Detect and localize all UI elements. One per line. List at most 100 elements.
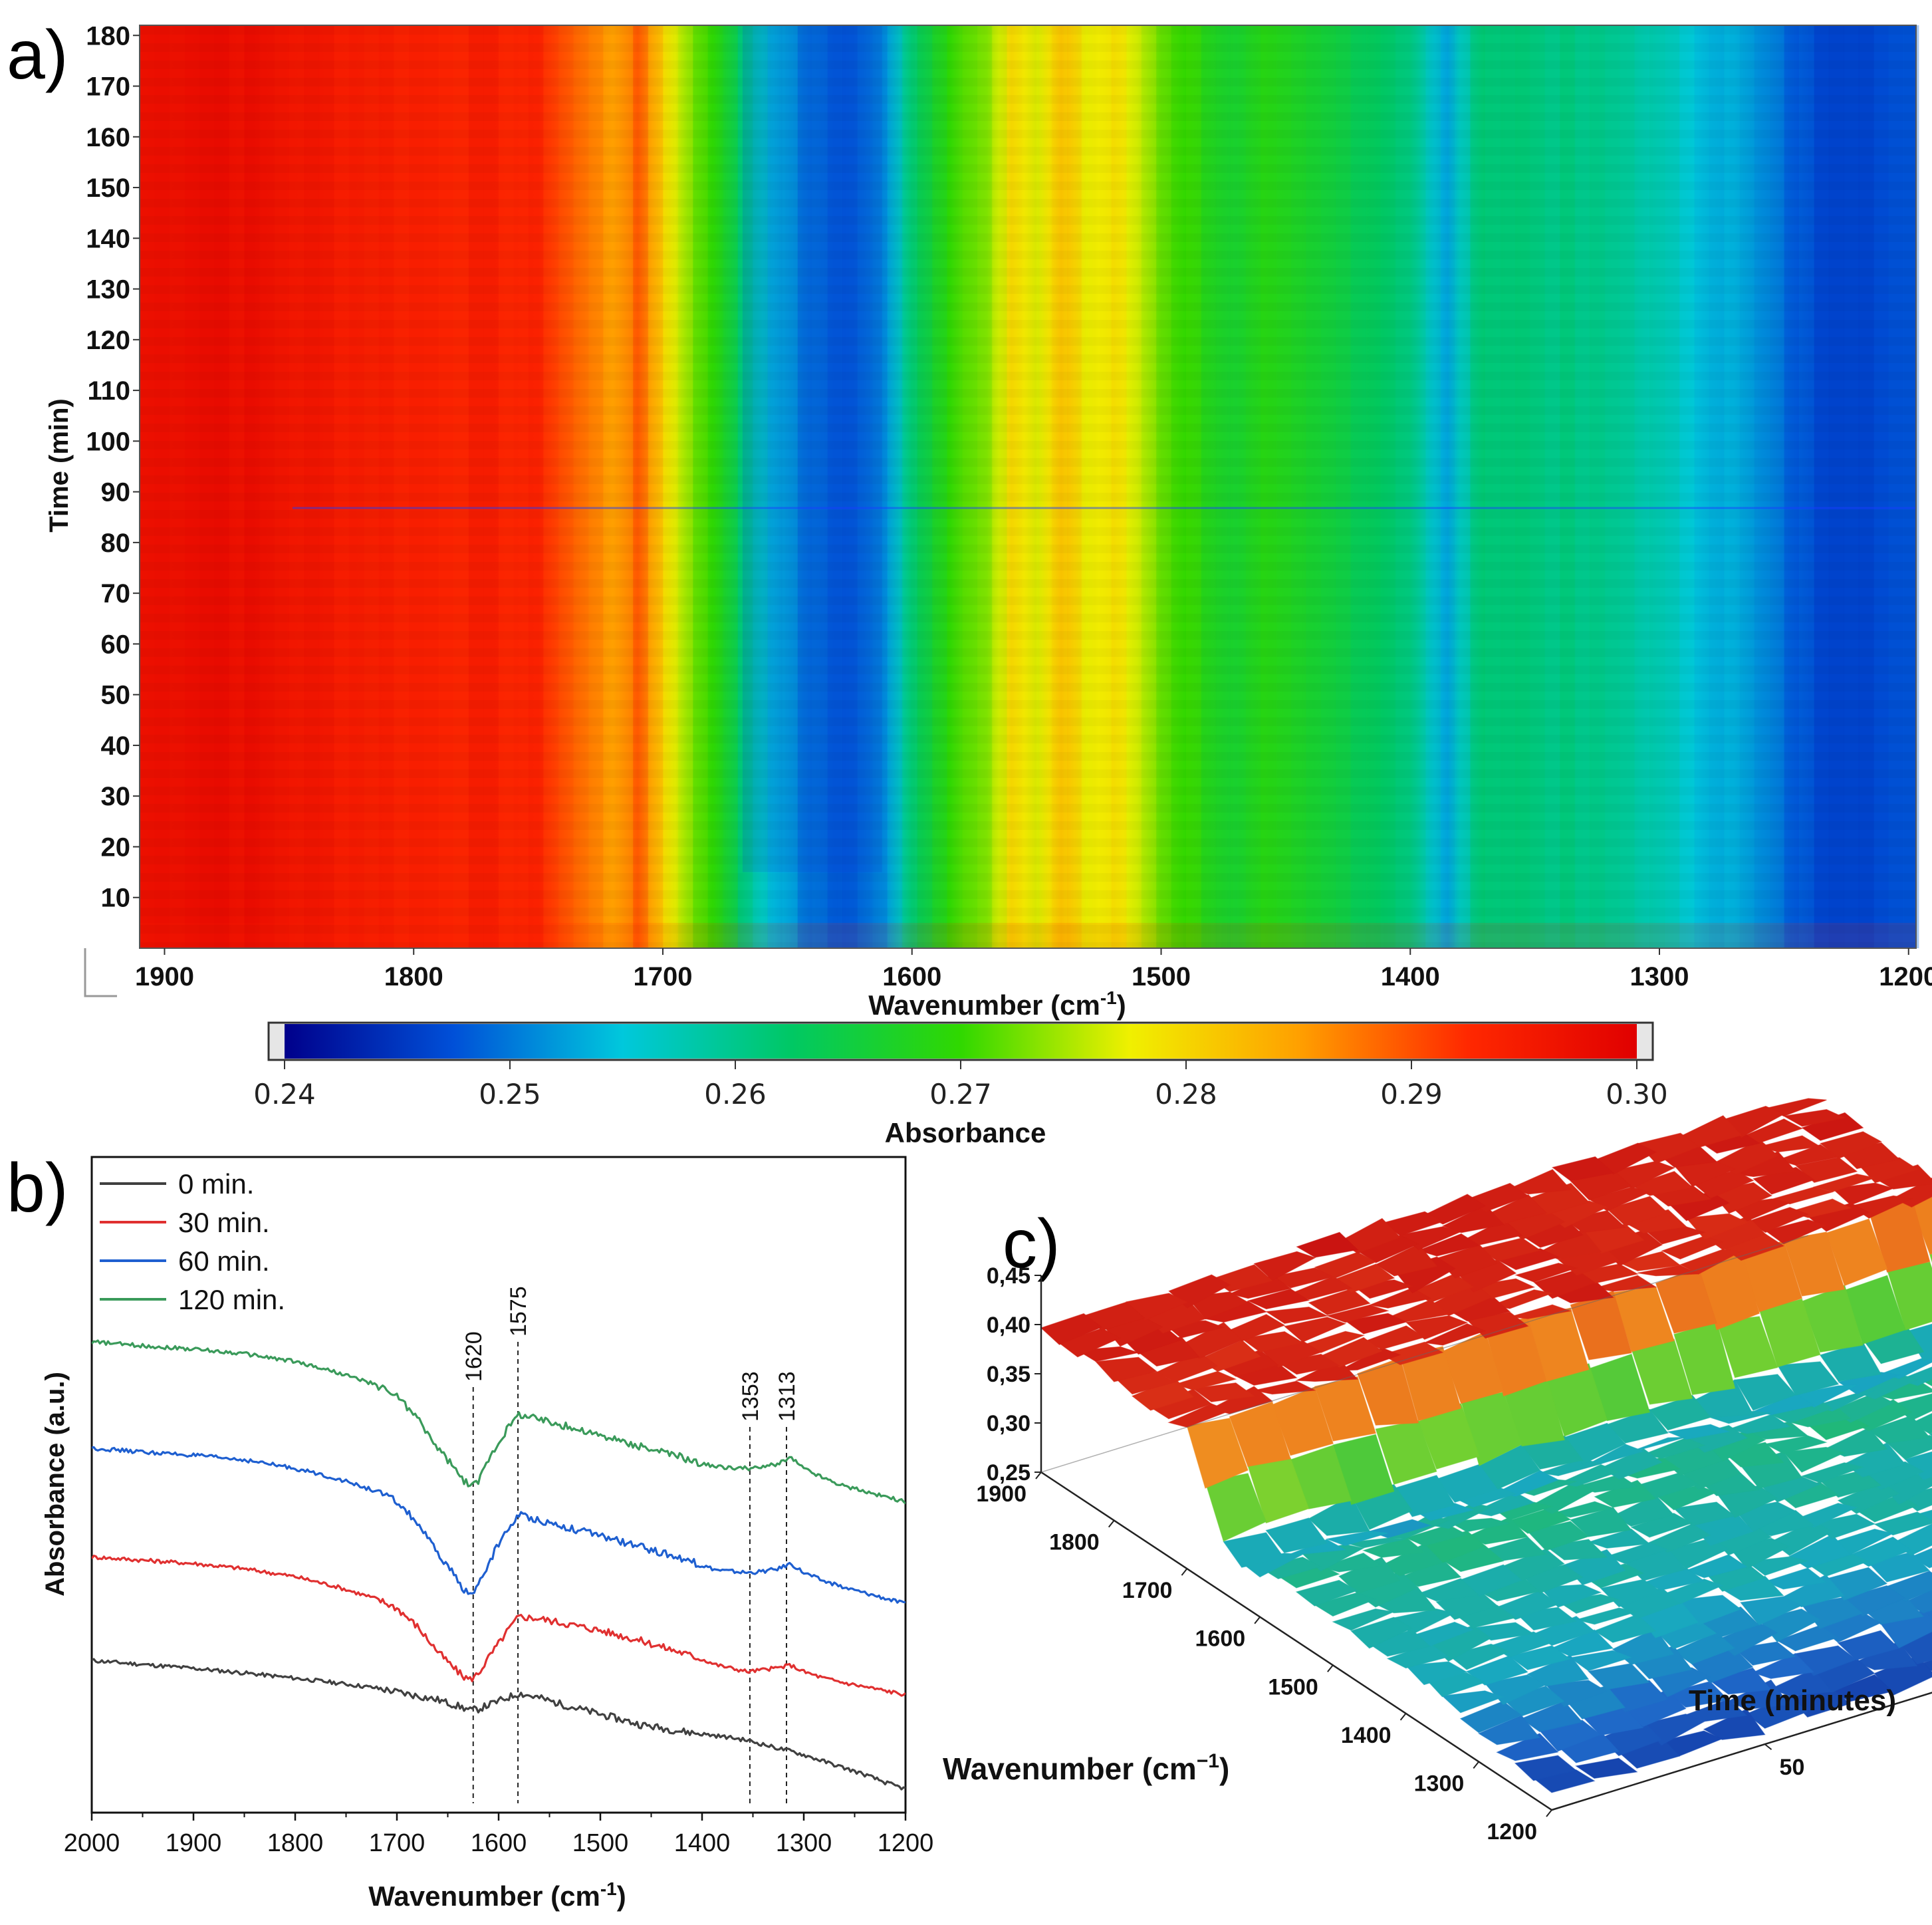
y-tick-label: 130 <box>86 275 130 305</box>
surface-plot <box>1040 1098 1932 1793</box>
base-edge-line <box>1040 1235 1809 1473</box>
surface-patch <box>1751 1652 1815 1680</box>
surface-patch <box>1229 1401 1291 1468</box>
surface-patch <box>1254 1380 1316 1395</box>
panel-b-label: b) <box>7 1150 68 1227</box>
legend-label: 0 min. <box>178 1168 254 1200</box>
surface-patch <box>1514 1262 1578 1283</box>
surface-patch <box>1911 1196 1932 1255</box>
y-tick-label: 60 <box>101 630 131 659</box>
z-tick-label: 0,45 <box>987 1263 1030 1289</box>
x-tick-label: 1600 <box>882 962 941 991</box>
legend-label: 60 min. <box>178 1245 270 1277</box>
x-tick-label: 1700 <box>369 1829 425 1857</box>
surface-patch <box>1265 1517 1328 1553</box>
wavenumber-tick-mark <box>1035 1472 1042 1479</box>
y-tick-label: 110 <box>87 376 130 406</box>
y-tick-label: 90 <box>101 478 131 507</box>
y-tick-label: 20 <box>101 833 131 862</box>
y-tick-label: 160 <box>86 123 130 152</box>
surface-patch <box>1745 1556 1810 1576</box>
surface-patch <box>1241 1331 1304 1353</box>
surface-patch <box>1447 1517 1510 1533</box>
surface-patch <box>1606 1542 1669 1565</box>
wavenumber-tick-label: 1600 <box>1195 1626 1246 1652</box>
surface-time-axis-title: Time (minutes) <box>1689 1684 1896 1717</box>
surface-patch <box>1740 1596 1803 1626</box>
x-tick-label: 1500 <box>572 1829 629 1857</box>
colorbar <box>285 1024 1637 1059</box>
surface-patch <box>1831 1182 1895 1206</box>
surface-patch <box>1509 1507 1572 1534</box>
series-line <box>92 1339 906 1505</box>
surface-x-axis-title: Wavenumber (cm−1) <box>943 1750 1229 1786</box>
surface-patch <box>1666 1424 1731 1440</box>
surface-patch <box>1727 1414 1791 1434</box>
surface-patch <box>1637 1265 1699 1277</box>
x-tick-label: 1900 <box>135 962 194 991</box>
surface-patch <box>1357 1357 1419 1426</box>
surface-patch <box>1782 1446 1846 1473</box>
surface-patch <box>1265 1306 1329 1325</box>
x-tick-label: 1800 <box>384 962 443 991</box>
z-tick-label: 0,35 <box>987 1362 1030 1387</box>
y-tick-label: 170 <box>86 72 130 102</box>
y-tick-label: 30 <box>101 782 131 811</box>
surface-patch <box>1405 1661 1468 1686</box>
surface-patch <box>1368 1287 1432 1309</box>
x-tick-label: 1200 <box>878 1829 934 1857</box>
x-tick-label: 1200 <box>1879 962 1932 991</box>
x-tick-label: 1700 <box>633 962 692 991</box>
surface-patch <box>1405 1524 1469 1547</box>
peak-annotations: 1620 1575 1353 1313 <box>461 1286 800 1803</box>
wavenumber-tick-mark <box>1254 1616 1261 1624</box>
surface-patch <box>1929 1253 1932 1263</box>
x-tick-label: 1400 <box>1381 962 1440 991</box>
surface-patch <box>1508 1645 1572 1670</box>
surface-patch <box>1776 1624 1839 1652</box>
surface-patch <box>1459 1700 1522 1733</box>
wavenumber-tick-mark <box>1473 1761 1480 1769</box>
wavenumber-tick-label: 1800 <box>1049 1530 1100 1555</box>
surface-patch <box>1381 1341 1444 1366</box>
surface-patch <box>1776 1361 1840 1396</box>
wavenumber-tick-mark <box>1546 1809 1552 1817</box>
z-tick-label: 0,40 <box>987 1313 1030 1338</box>
y-tick-label: 50 <box>101 681 131 710</box>
wavenumber-tick-label: 1200 <box>1487 1819 1537 1845</box>
surface-patch <box>1618 1251 1681 1271</box>
colorbar-tick-label: 0.25 <box>479 1078 541 1110</box>
legend-label: 120 min. <box>178 1284 285 1315</box>
surface-patch <box>1606 1196 1669 1227</box>
spectra-lines <box>92 1339 906 1791</box>
line-plot-y-axis-title: Absorbance (a.u.) <box>41 1372 70 1597</box>
surface-patch <box>1295 1579 1358 1606</box>
surface-patch <box>1574 1607 1637 1625</box>
time-tick-mark <box>1764 1743 1772 1750</box>
surface-patch <box>1350 1616 1413 1649</box>
surface-patch <box>1332 1608 1395 1631</box>
surface-patch <box>1661 1235 1725 1260</box>
colorbar-tick-label: 0.27 <box>929 1078 992 1110</box>
series-line <box>92 1446 906 1604</box>
surface-patch <box>1734 1374 1797 1411</box>
x-tick-label: 1800 <box>267 1829 324 1857</box>
surface-patch <box>1826 1218 1888 1287</box>
surface-patch <box>1325 1530 1388 1547</box>
y-tick-label: 150 <box>86 174 130 203</box>
y-tick-label: 10 <box>101 884 131 913</box>
colorbar-tick-label: 0.24 <box>253 1078 316 1110</box>
surface-patch <box>1637 1132 1700 1164</box>
axis-corner-mark <box>84 948 117 997</box>
heatmap-y-axis-title: Time (min) <box>45 398 74 533</box>
y-tick-label: 70 <box>101 579 131 608</box>
x-tick-label: 1900 <box>166 1829 222 1857</box>
legend-label: 30 min. <box>178 1207 270 1238</box>
wavenumber-tick-mark <box>1181 1568 1188 1576</box>
surface-patch <box>1551 1156 1615 1182</box>
surface-patch <box>1423 1323 1487 1346</box>
surface-patch <box>1783 1231 1846 1297</box>
series-line <box>92 1658 906 1791</box>
surface-patch <box>1509 1304 1572 1319</box>
y-tick-label: 180 <box>86 21 130 51</box>
